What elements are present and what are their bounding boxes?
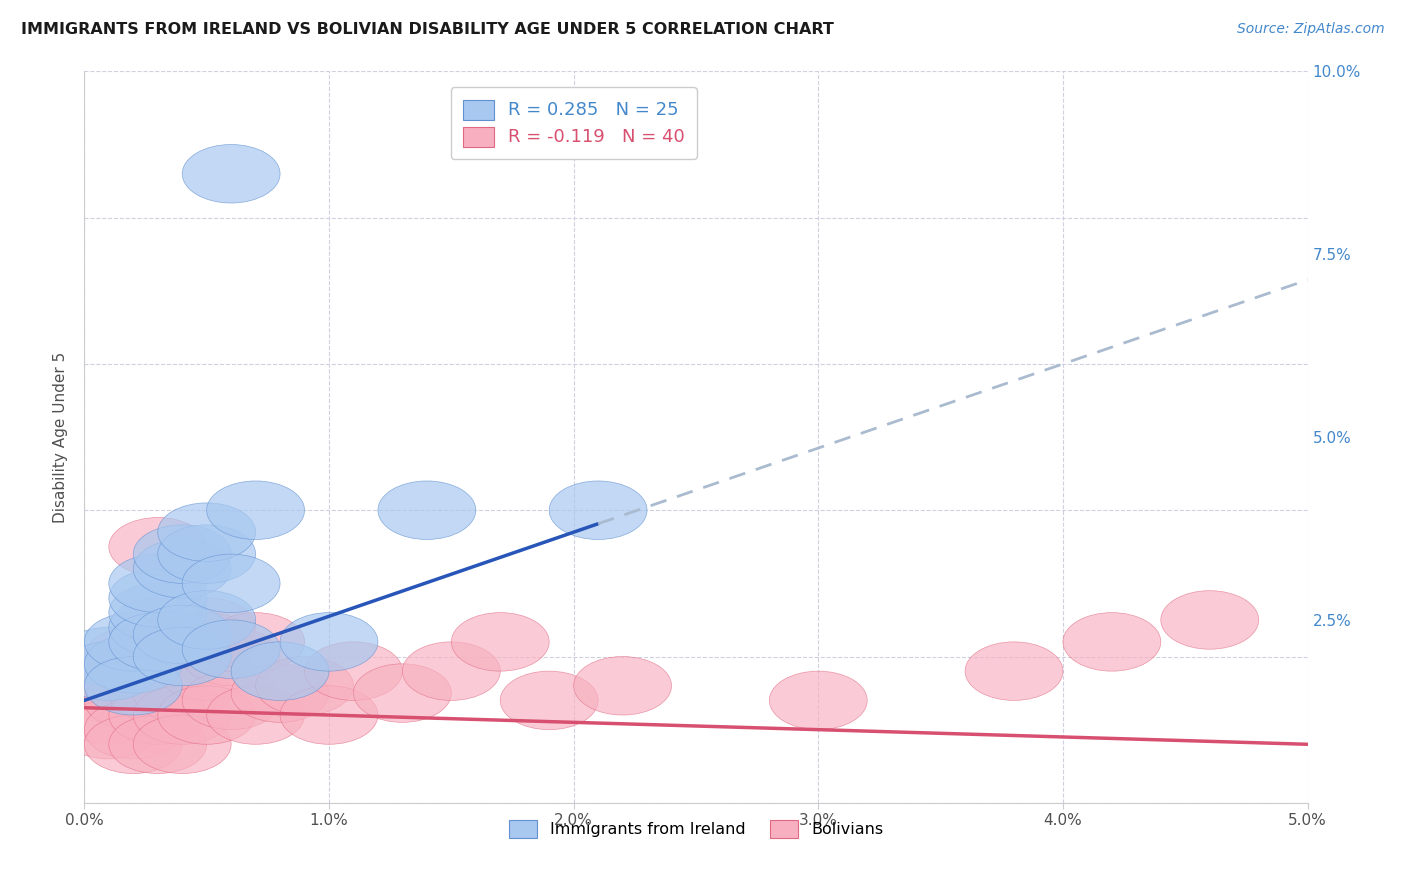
Ellipse shape: [550, 481, 647, 540]
Ellipse shape: [501, 671, 598, 730]
Ellipse shape: [402, 642, 501, 700]
Ellipse shape: [574, 657, 672, 715]
Ellipse shape: [134, 540, 231, 598]
Ellipse shape: [207, 613, 305, 671]
Ellipse shape: [108, 686, 207, 744]
Ellipse shape: [108, 517, 207, 576]
Ellipse shape: [183, 554, 280, 613]
Ellipse shape: [60, 700, 157, 759]
Ellipse shape: [157, 686, 256, 744]
Ellipse shape: [134, 613, 231, 671]
Ellipse shape: [60, 642, 157, 700]
Ellipse shape: [108, 715, 207, 773]
Ellipse shape: [108, 569, 207, 627]
Ellipse shape: [134, 664, 231, 723]
Ellipse shape: [1063, 613, 1161, 671]
Ellipse shape: [183, 620, 280, 679]
Ellipse shape: [108, 642, 207, 700]
Ellipse shape: [157, 613, 256, 671]
Ellipse shape: [305, 642, 402, 700]
Ellipse shape: [108, 598, 207, 657]
Ellipse shape: [108, 664, 207, 723]
Ellipse shape: [108, 613, 207, 671]
Ellipse shape: [207, 686, 305, 744]
Ellipse shape: [1161, 591, 1258, 649]
Ellipse shape: [108, 554, 207, 613]
Ellipse shape: [256, 657, 353, 715]
Ellipse shape: [84, 613, 183, 671]
Ellipse shape: [84, 700, 183, 759]
Ellipse shape: [183, 671, 280, 730]
Ellipse shape: [157, 591, 256, 649]
Ellipse shape: [280, 686, 378, 744]
Ellipse shape: [157, 642, 256, 700]
Ellipse shape: [134, 715, 231, 773]
Ellipse shape: [60, 642, 157, 700]
Ellipse shape: [84, 634, 183, 693]
Ellipse shape: [280, 613, 378, 671]
Text: IMMIGRANTS FROM IRELAND VS BOLIVIAN DISABILITY AGE UNDER 5 CORRELATION CHART: IMMIGRANTS FROM IRELAND VS BOLIVIAN DISA…: [21, 22, 834, 37]
Ellipse shape: [207, 481, 305, 540]
Ellipse shape: [84, 649, 183, 707]
Ellipse shape: [84, 671, 183, 730]
Ellipse shape: [451, 613, 550, 671]
Ellipse shape: [60, 627, 157, 686]
Ellipse shape: [378, 481, 475, 540]
Ellipse shape: [134, 524, 231, 583]
Ellipse shape: [108, 613, 207, 671]
Ellipse shape: [134, 627, 231, 686]
Y-axis label: Disability Age Under 5: Disability Age Under 5: [52, 351, 67, 523]
Ellipse shape: [183, 627, 280, 686]
Ellipse shape: [183, 145, 280, 203]
Ellipse shape: [769, 671, 868, 730]
Ellipse shape: [965, 642, 1063, 700]
Ellipse shape: [108, 583, 207, 642]
Ellipse shape: [60, 686, 157, 744]
Ellipse shape: [157, 524, 256, 583]
Text: Source: ZipAtlas.com: Source: ZipAtlas.com: [1237, 22, 1385, 37]
Ellipse shape: [134, 686, 231, 744]
Ellipse shape: [134, 606, 231, 664]
Ellipse shape: [84, 627, 183, 686]
Ellipse shape: [84, 715, 183, 773]
Ellipse shape: [231, 642, 329, 700]
Ellipse shape: [231, 664, 329, 723]
Ellipse shape: [157, 598, 256, 657]
Ellipse shape: [157, 503, 256, 561]
Ellipse shape: [84, 657, 183, 715]
Ellipse shape: [60, 664, 157, 723]
Ellipse shape: [353, 664, 451, 723]
Legend: Immigrants from Ireland, Bolivians: Immigrants from Ireland, Bolivians: [501, 812, 891, 846]
